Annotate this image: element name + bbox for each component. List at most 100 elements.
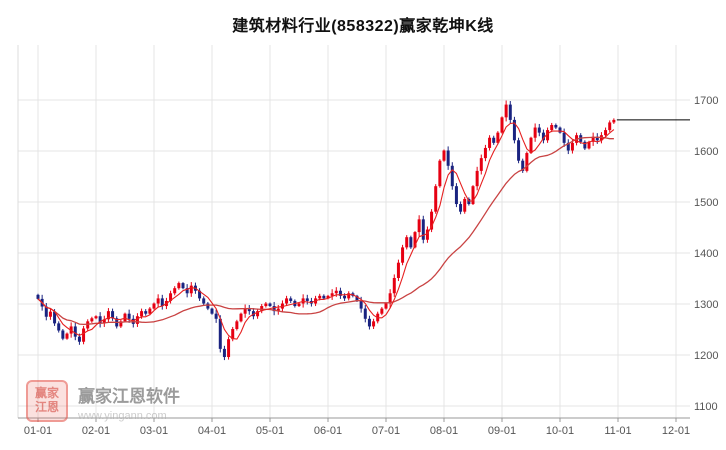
candle-body — [413, 232, 417, 248]
candle-body — [227, 339, 231, 358]
candle-body — [140, 311, 144, 317]
candle-body — [214, 313, 218, 319]
candle-body — [243, 308, 247, 314]
candle-body — [144, 311, 148, 314]
candle-body — [496, 132, 500, 143]
candle-body — [53, 311, 57, 324]
candle-body — [235, 321, 239, 329]
candle-body — [289, 298, 293, 301]
candle-body — [272, 306, 276, 312]
candle-body — [36, 294, 40, 299]
candle-body — [177, 283, 181, 289]
x-axis-tick-label: 03-01 — [140, 425, 168, 437]
candle-body — [44, 306, 48, 317]
candle-body — [537, 127, 541, 133]
candle-body — [247, 308, 251, 312]
y-axis-tick-label: 1500 — [694, 197, 718, 209]
candle-body — [517, 140, 521, 161]
x-axis-tick-label: 04-01 — [198, 425, 226, 437]
candle-body — [181, 283, 185, 289]
watermark-text: 赢家江恩软件 www.yingann.com — [78, 380, 180, 422]
candle-body — [384, 303, 388, 309]
candle-body — [570, 142, 574, 151]
candle-body — [231, 328, 235, 340]
x-axis-tick-label: 09-01 — [488, 425, 516, 437]
candle-body — [483, 147, 487, 159]
candle-body — [326, 295, 330, 299]
candle-body — [94, 316, 98, 319]
candle-body — [475, 170, 479, 187]
y-axis-tick-label: 1700 — [694, 95, 718, 107]
chart-title: 建筑材料行业(858322)赢家乾坤K线 — [232, 18, 494, 35]
candle-body — [123, 313, 127, 322]
y-axis-tick-label: 1200 — [694, 350, 718, 362]
candle-body — [202, 298, 206, 304]
candle-body — [450, 165, 454, 187]
candle-body — [512, 119, 516, 141]
ma-fast-line — [37, 122, 615, 340]
y-axis-tick-label: 1300 — [694, 299, 718, 311]
candle-body — [430, 211, 434, 230]
candle-body — [73, 326, 77, 337]
candle-body — [591, 136, 595, 142]
x-axis-tick-label: 10-01 — [546, 425, 574, 437]
candle-body — [442, 150, 446, 161]
x-axis-tick-label: 12-01 — [662, 425, 690, 437]
candle-body — [546, 130, 550, 141]
candle-body — [222, 348, 226, 358]
candle-body — [102, 319, 106, 324]
candle-body — [135, 316, 139, 324]
candle-body — [521, 160, 525, 171]
candle-body — [347, 293, 351, 299]
candle-body — [276, 308, 280, 312]
candle-body — [380, 308, 384, 314]
candle-body — [500, 117, 504, 133]
candle-body — [562, 132, 566, 143]
candle-body — [508, 104, 512, 120]
candle-body — [210, 308, 214, 314]
candle-body — [558, 127, 562, 133]
candle-body — [48, 311, 52, 317]
candle-body — [554, 124, 558, 128]
candle-body — [127, 313, 131, 319]
candle-body — [359, 300, 363, 309]
y-axis-tick-label: 1600 — [694, 146, 718, 158]
candle-body — [425, 229, 429, 240]
candle-body — [330, 293, 334, 296]
candle-body — [434, 186, 438, 212]
candle-body — [57, 323, 61, 331]
watermark-url: www.yingann.com — [78, 410, 167, 422]
candle-body — [148, 308, 152, 314]
candle-body — [363, 308, 367, 319]
candle-body — [343, 295, 347, 299]
y-axis-labels: 1100 1200 1300 1400 1500 1600 1700 — [694, 95, 718, 413]
candle-body — [160, 298, 164, 307]
candle-body — [90, 318, 94, 322]
x-axis-tick-label: 02-01 — [82, 425, 110, 437]
candle-body — [409, 237, 413, 248]
candle-body — [459, 204, 463, 212]
candle-body — [111, 311, 115, 319]
candle-body — [608, 122, 612, 131]
candle-body — [401, 247, 405, 263]
watermark-logo-icon: 赢家 江恩 — [26, 380, 68, 422]
axes — [17, 45, 690, 422]
candle-body — [479, 158, 483, 171]
candle-body — [566, 142, 570, 151]
candle-body — [396, 262, 400, 278]
candle-body — [533, 127, 537, 138]
candle-body — [106, 311, 110, 320]
candle-body — [367, 318, 371, 327]
candle-body — [169, 293, 173, 301]
candle-body — [595, 136, 599, 141]
candle-body — [98, 316, 102, 324]
x-axis-tick-label: 11-01 — [604, 425, 631, 437]
candle-body — [198, 290, 202, 299]
candle-body — [61, 330, 65, 339]
candle-body — [65, 333, 69, 339]
candle-body — [392, 277, 396, 294]
candle-body — [338, 290, 342, 296]
candle-body — [256, 311, 260, 317]
